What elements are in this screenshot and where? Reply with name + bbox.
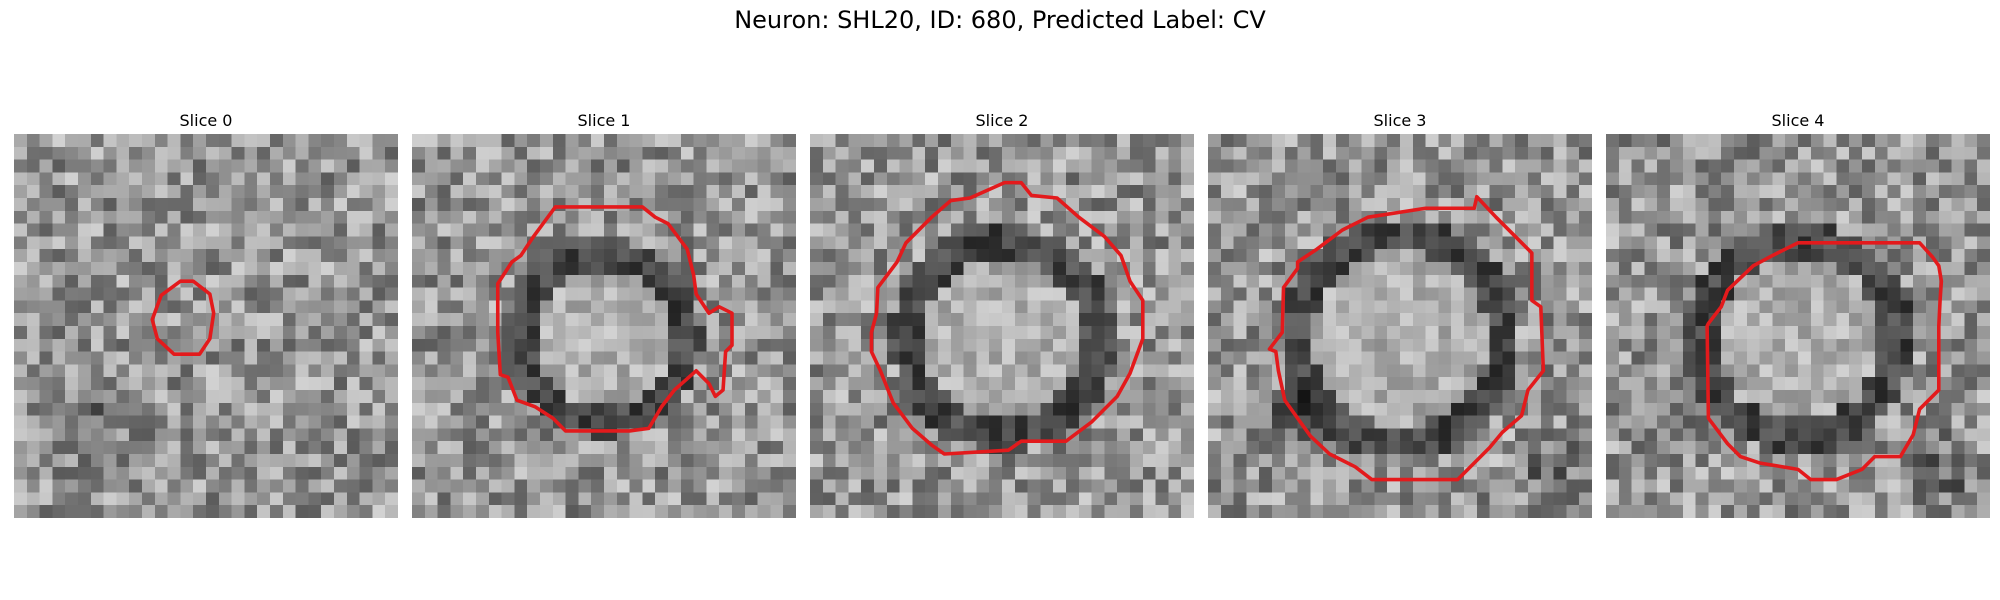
slice-image-4: [1606, 134, 1990, 518]
slice-panel-3: Slice 3: [1208, 108, 1592, 518]
slice-image-0: [14, 134, 398, 518]
slice-panel-1: Slice 1: [412, 108, 796, 518]
slice-panel-4: Slice 4: [1606, 108, 1990, 518]
slice-title-0: Slice 0: [179, 111, 233, 130]
slice-title-3: Slice 3: [1373, 111, 1427, 130]
roi-contour-2: [869, 180, 1145, 456]
roi-contour-4: [1705, 241, 1944, 482]
slice-image-1: [412, 134, 796, 518]
slice-panel-2: Slice 2: [810, 108, 1194, 518]
roi-contour-3: [1267, 194, 1546, 482]
slice-image-3: [1208, 134, 1592, 518]
roi-contour-0: [150, 279, 216, 356]
slice-panel-0: Slice 0: [14, 108, 398, 518]
slice-title-4: Slice 4: [1771, 111, 1825, 130]
figure-title: Neuron: SHL20, ID: 680, Predicted Label:…: [734, 6, 1266, 34]
slice-title-2: Slice 2: [975, 111, 1029, 130]
slice-image-2: [810, 134, 1194, 518]
slice-title-1: Slice 1: [577, 111, 631, 130]
roi-contour-1: [495, 205, 734, 433]
